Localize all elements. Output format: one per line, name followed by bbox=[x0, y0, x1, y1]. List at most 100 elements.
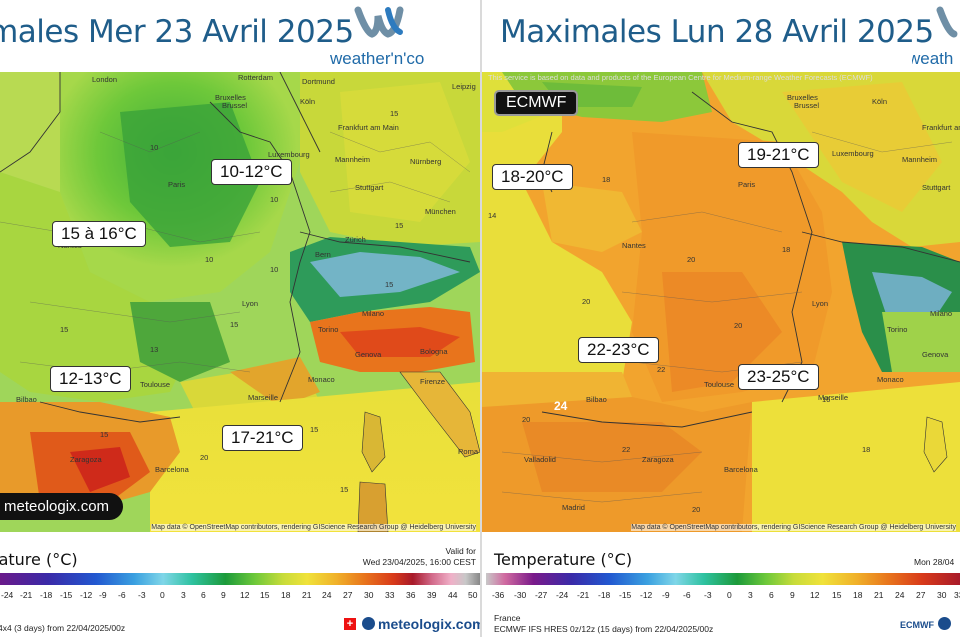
svg-text:Monaco: Monaco bbox=[877, 375, 904, 384]
right-model-source: ECMWF IFS HRES 0z/12z (15 days) from 22/… bbox=[494, 624, 714, 634]
right-legend-title: Temperature (°C) bbox=[494, 550, 633, 569]
svg-text:Firenze: Firenze bbox=[420, 377, 445, 386]
svg-text:22: 22 bbox=[622, 445, 630, 454]
svg-text:Bilbao: Bilbao bbox=[586, 395, 607, 404]
right-colorbar bbox=[486, 573, 960, 585]
svg-text:20: 20 bbox=[200, 453, 208, 462]
left-map-attribution: Map data © OpenStreetMap contributors, r… bbox=[151, 524, 476, 531]
left-temperature-map: London Rotterdam Dortmund Leipzig Bruxel… bbox=[0, 72, 480, 532]
svg-text:15: 15 bbox=[340, 485, 348, 494]
svg-text:Luxembourg: Luxembourg bbox=[832, 149, 874, 158]
left-valid-time: Wed 23/04/2025, 16:00 CEST bbox=[362, 557, 476, 567]
svg-text:Bilbao: Bilbao bbox=[16, 395, 37, 404]
right-map-attribution: Map data © OpenStreetMap contributors, r… bbox=[631, 524, 956, 531]
right-label-west: 18-20°C bbox=[492, 164, 573, 190]
svg-text:Torino: Torino bbox=[887, 325, 907, 334]
svg-text:Lyon: Lyon bbox=[812, 299, 828, 308]
globe-icon bbox=[362, 617, 375, 630]
svg-text:Bologna: Bologna bbox=[420, 347, 448, 356]
svg-text:Leipzig: Leipzig bbox=[452, 82, 476, 91]
right-forecast-panel: Maximales Lun 28 Avril 2025 weath bbox=[482, 0, 960, 637]
left-model-source: 4x4 (3 days) from 22/04/2025/00z bbox=[0, 623, 126, 633]
svg-text:Frankfurt am Main: Frankfurt am Main bbox=[338, 123, 399, 132]
swiss-flag-icon: + bbox=[344, 618, 356, 630]
svg-text:Marseille: Marseille bbox=[818, 393, 848, 402]
svg-text:Zürich: Zürich bbox=[345, 235, 366, 244]
svg-text:15: 15 bbox=[100, 430, 108, 439]
svg-text:18: 18 bbox=[862, 445, 870, 454]
svg-text:Milano: Milano bbox=[930, 309, 952, 318]
svg-text:Paris: Paris bbox=[738, 180, 755, 189]
svg-text:15: 15 bbox=[390, 109, 398, 118]
svg-text:15: 15 bbox=[395, 221, 403, 230]
right-source-region: France bbox=[494, 613, 521, 623]
svg-text:Bern: Bern bbox=[315, 250, 331, 259]
left-forecast-panel: imales Mer 23 Avril 2025 weather'n'co bbox=[0, 4, 480, 633]
svg-text:Milano: Milano bbox=[362, 309, 384, 318]
right-isotherm-values: 14 18 20 20 20 22 18 16 20 22 20 18 bbox=[488, 175, 870, 514]
svg-text:Madrid: Madrid bbox=[562, 503, 585, 512]
left-colorbar bbox=[0, 573, 480, 585]
svg-text:Torino: Torino bbox=[318, 325, 338, 334]
svg-text:Bruxelles: Bruxelles bbox=[215, 93, 246, 102]
svg-text:10: 10 bbox=[270, 195, 278, 204]
svg-text:Brussel: Brussel bbox=[222, 101, 247, 110]
svg-text:Nürnberg: Nürnberg bbox=[410, 157, 441, 166]
svg-text:20: 20 bbox=[522, 415, 530, 424]
right-label-north: 19-21°C bbox=[738, 142, 819, 168]
svg-text:Genova: Genova bbox=[922, 350, 949, 359]
left-valid-label: Valid for bbox=[445, 546, 476, 556]
right-legend: Temperature (°C) Mon 28/04 -36 -30 -27 -… bbox=[482, 540, 960, 637]
svg-text:Mannheim: Mannheim bbox=[335, 155, 370, 164]
svg-text:20: 20 bbox=[734, 321, 742, 330]
svg-text:Dortmund: Dortmund bbox=[302, 77, 335, 86]
weatherandco-logo: weather'n'co bbox=[329, 4, 460, 68]
svg-text:10: 10 bbox=[150, 143, 158, 152]
left-label-southwest: 12-13°C bbox=[50, 366, 131, 392]
svg-text:Rotterdam: Rotterdam bbox=[238, 73, 273, 82]
svg-text:Monaco: Monaco bbox=[308, 375, 335, 384]
svg-text:Stuttgart: Stuttgart bbox=[922, 183, 951, 192]
svg-text:20: 20 bbox=[582, 297, 590, 306]
svg-text:München: München bbox=[425, 207, 456, 216]
left-label-south: 17-21°C bbox=[222, 425, 303, 451]
svg-text:Zaragoza: Zaragoza bbox=[70, 455, 103, 464]
weatherandco-logo-partial: weath bbox=[907, 4, 960, 68]
right-model-badge: ECMWF bbox=[494, 90, 579, 116]
svg-text:Barcelona: Barcelona bbox=[724, 465, 759, 474]
left-footer-brand[interactable]: meteologix.com bbox=[378, 616, 480, 632]
left-label-north: 10-12°C bbox=[211, 159, 292, 185]
svg-text:20: 20 bbox=[687, 255, 695, 264]
panel-divider bbox=[480, 0, 482, 637]
svg-text:Lyon: Lyon bbox=[242, 299, 258, 308]
svg-text:Bruxelles: Bruxelles bbox=[787, 93, 818, 102]
svg-text:Paris: Paris bbox=[168, 180, 185, 189]
right-city-names: Bruxelles Brussel Köln Frankfurt am Main… bbox=[524, 93, 960, 512]
svg-text:Köln: Köln bbox=[872, 97, 887, 106]
svg-text:18: 18 bbox=[782, 245, 790, 254]
svg-text:Roma: Roma bbox=[458, 447, 479, 456]
left-city-names: London Rotterdam Dortmund Leipzig Bruxel… bbox=[16, 73, 479, 474]
left-site-badge[interactable]: meteologix.com bbox=[0, 493, 124, 520]
svg-text:Barcelona: Barcelona bbox=[155, 465, 190, 474]
svg-text:15: 15 bbox=[385, 280, 393, 289]
svg-text:15: 15 bbox=[230, 320, 238, 329]
logo-text: weather'n'co bbox=[330, 49, 424, 68]
right-label-south: 23-25°C bbox=[738, 364, 819, 390]
svg-text:weath: weath bbox=[912, 49, 953, 68]
svg-text:Luxembourg: Luxembourg bbox=[268, 150, 310, 159]
svg-text:Mannheim: Mannheim bbox=[902, 155, 937, 164]
globe-icon bbox=[938, 617, 951, 630]
svg-text:13: 13 bbox=[150, 345, 158, 354]
svg-text:Brussel: Brussel bbox=[794, 101, 819, 110]
svg-text:Valladolid: Valladolid bbox=[524, 455, 556, 464]
svg-text:20: 20 bbox=[692, 505, 700, 514]
svg-text:10: 10 bbox=[270, 265, 278, 274]
svg-text:Nantes: Nantes bbox=[622, 241, 646, 250]
svg-text:Köln: Köln bbox=[300, 97, 315, 106]
svg-text:Genova: Genova bbox=[355, 350, 382, 359]
svg-text:16: 16 bbox=[822, 395, 830, 404]
right-footer-brand[interactable]: ECMWF bbox=[900, 620, 934, 630]
svg-text:22: 22 bbox=[657, 365, 665, 374]
